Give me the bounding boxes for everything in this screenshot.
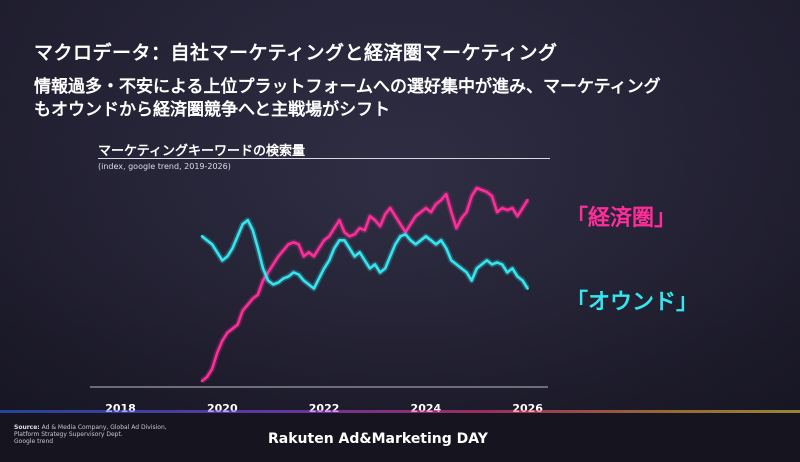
source-line-2: Platform Strategy Supervisory Dept.: [14, 431, 123, 438]
slide-lead: 情報過多・不安による上位プラットフォームへの選好集中が進み、マーケティング もオ…: [34, 76, 774, 122]
series-label-owned: 「オウンド」: [566, 290, 699, 315]
source-line-3: Google trend: [14, 438, 54, 445]
stage-light-bar: [0, 410, 800, 413]
chart-title-rule: [98, 158, 550, 159]
series-lines: [200, 185, 531, 384]
chart-subtitle: (index, google trend, 2019-2026): [98, 162, 231, 171]
source-label: Source:: [14, 424, 40, 431]
slide-title: マクロデータ：自社マーケティングと経済圏マーケティング: [34, 42, 558, 64]
series-line-owned: [200, 218, 529, 290]
series-line-keizaiken: [200, 186, 529, 383]
source-line-1: Ad & Media Company, Global Ad Division,: [41, 424, 167, 431]
lead-line-2: もオウンドから経済圏競争へと主戦場がシフト: [34, 100, 391, 120]
series-line-keizaiken-glow: [200, 185, 531, 384]
chart-title: マーケティングキーワードの検索量: [98, 144, 305, 159]
series-label-keizaiken: 「経済圏」: [566, 206, 677, 231]
event-brand: Rakuten Ad&Marketing DAY: [268, 431, 488, 447]
stage-floor: [0, 413, 800, 462]
source-note: Source: Ad & Media Company, Global Ad Di…: [14, 424, 234, 445]
lead-line-1: 情報過多・不安による上位プラットフォームへの選好集中が進み、マーケティング: [34, 77, 661, 97]
